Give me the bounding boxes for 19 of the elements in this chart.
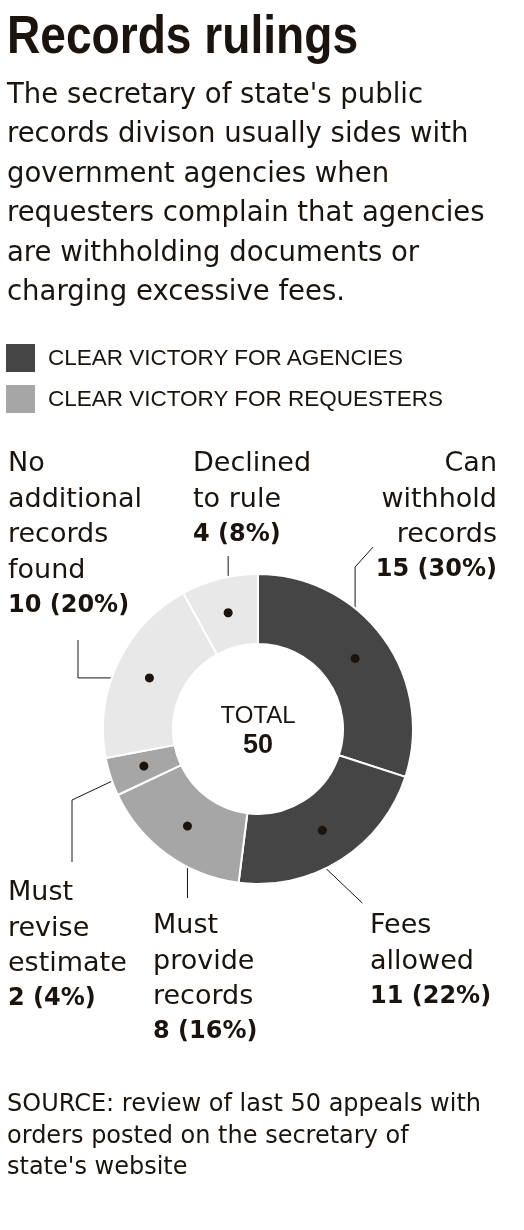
source-note: SOURCE: review of last 50 appeals with orders posted on the secretary of state's website — [7, 1088, 483, 1183]
text: 50 — [242, 729, 274, 759]
slice-label: Can withhold records — [381, 446, 497, 549]
data-label: 15 (30%) — [375, 554, 497, 583]
slice-label: Must revise estimate — [8, 875, 127, 978]
chart-subtitle: The secretary of state's public records divison usually sides with government agencies when requesters complain that agencies are withholding documents or charging excessive fees. — [7, 76, 486, 309]
slice-label: Declined to rule — [193, 446, 312, 513]
text: TOTAL — [220, 700, 296, 728]
data-label: 11 (22%) — [370, 980, 492, 1009]
chart-title: Records rulings — [7, 5, 359, 64]
data-label: 4 (8%) — [193, 518, 281, 547]
data-label: 2 (4%) — [8, 983, 96, 1012]
text: CLEAR VICTORY FOR AGENCIES — [48, 344, 404, 372]
data-label: 8 (16%) — [153, 1016, 258, 1045]
data-label: 10 (20%) — [8, 589, 130, 618]
slice-label: Fees allowed — [370, 908, 474, 975]
text: CLEAR VICTORY FOR REQUESTERS — [48, 385, 444, 413]
slice-label: Must provide records — [153, 908, 255, 1011]
slice-label: No additional records found — [8, 446, 143, 584]
